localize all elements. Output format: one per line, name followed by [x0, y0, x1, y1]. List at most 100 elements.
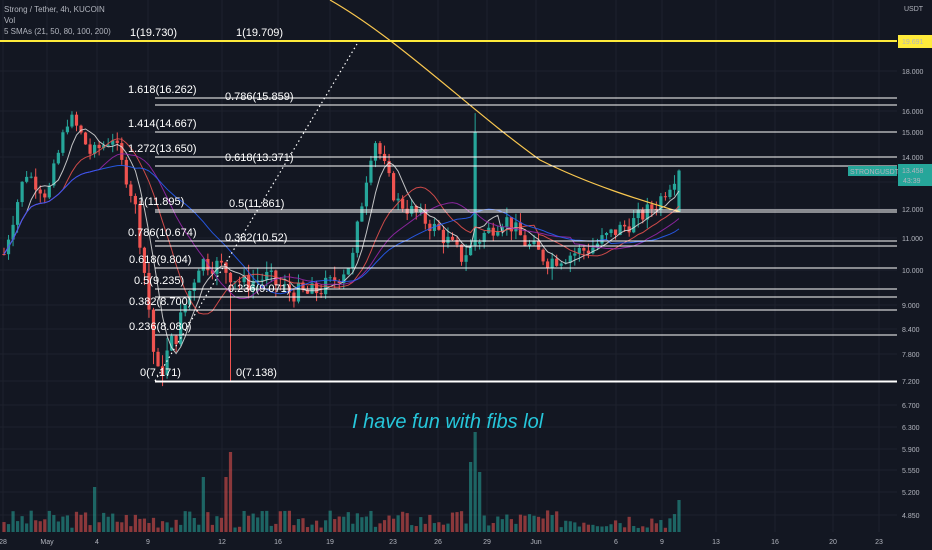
candle-body	[532, 241, 536, 245]
candle-body	[387, 160, 391, 174]
volume-bar	[188, 511, 192, 532]
volume-bar	[595, 526, 600, 532]
volume-bar	[355, 513, 359, 532]
candle-body	[247, 275, 251, 291]
candle-body	[47, 185, 51, 198]
volume-bar	[473, 432, 477, 532]
candle-body	[183, 304, 187, 313]
volume-bar	[301, 518, 305, 532]
candle-body	[160, 366, 165, 376]
candle-body	[278, 285, 282, 287]
volume-bar	[514, 523, 518, 532]
date-tick-label: Jun	[530, 539, 541, 546]
candle-body	[672, 183, 677, 190]
candle-body	[432, 223, 436, 232]
volume-bar	[469, 462, 473, 532]
volume-bar	[645, 527, 649, 532]
candle-body	[668, 189, 672, 198]
volume-bar	[215, 516, 219, 532]
fib-label-right: 0.618(13.371)	[225, 152, 294, 164]
volume-indicator-label[interactable]: Vol	[4, 16, 16, 25]
volume-bar	[237, 526, 242, 532]
candle-body	[473, 132, 477, 246]
volume-bar	[491, 522, 495, 532]
candle-body	[56, 152, 60, 164]
candle-body	[88, 144, 92, 154]
volume-bar	[410, 525, 414, 532]
volume-bar	[360, 517, 364, 532]
candle-body	[482, 232, 486, 242]
symbol-title[interactable]: Strong / Tether, 4h, KUCOIN	[4, 5, 105, 14]
volume-bar	[555, 511, 559, 532]
candle-body	[97, 144, 101, 149]
candle-body	[491, 227, 495, 236]
volume-bar	[509, 519, 513, 532]
price-tick-label: 16.000	[902, 109, 924, 116]
volume-bar	[391, 518, 396, 532]
candle-body	[441, 229, 446, 244]
volume-bar	[482, 515, 486, 532]
fib-label-left: 0.786(10.674)	[128, 227, 197, 239]
candle-body	[151, 309, 156, 352]
volume-bar	[165, 522, 169, 532]
candle-body	[414, 205, 418, 213]
candle-body	[15, 202, 20, 225]
date-tick-label: 20	[829, 539, 837, 546]
volume-bar	[25, 523, 29, 532]
candle-body	[600, 235, 604, 244]
candle-body	[328, 277, 332, 279]
candle-body	[337, 281, 341, 284]
volume-bar	[455, 512, 459, 532]
date-tick-label: May	[40, 539, 54, 546]
volume-bar	[532, 515, 536, 532]
volume-bar	[265, 510, 269, 532]
candle-body	[251, 280, 255, 291]
candle-body	[111, 140, 115, 145]
volume-bar	[197, 524, 201, 532]
volume-bar	[636, 527, 640, 532]
volume-bar	[654, 523, 658, 532]
volume-bar	[641, 526, 645, 532]
volume-bar	[88, 525, 92, 532]
candle-body	[364, 182, 369, 207]
fib-label-right: 0.382(10.52)	[225, 232, 287, 244]
volume-bar	[650, 518, 654, 532]
candle-body	[43, 193, 47, 198]
volume-bar	[70, 527, 74, 532]
candle-body	[133, 195, 137, 205]
volume-bar	[487, 525, 491, 532]
candle-body	[518, 222, 523, 236]
sma-50-line	[3, 138, 680, 315]
price-axis[interactable]	[897, 0, 932, 550]
volume-bar	[93, 487, 97, 532]
volume-bar	[450, 512, 455, 532]
candle-body	[138, 204, 142, 248]
volume-bar	[663, 527, 668, 532]
volume-bar	[523, 515, 527, 532]
volume-bar	[496, 516, 500, 532]
price-tick-label: 5.900	[902, 447, 920, 454]
date-tick-label: 23	[875, 539, 883, 546]
candle-body	[496, 231, 500, 236]
candle-body	[428, 223, 432, 232]
volume-bar	[138, 518, 142, 532]
candle-body	[65, 126, 70, 133]
volume-bar	[52, 515, 56, 532]
price-tick-label: 12.000	[902, 207, 924, 214]
volume-bar	[15, 521, 20, 532]
price-axis-unit: USDT	[904, 6, 924, 13]
volume-bar	[387, 515, 391, 532]
volume-bar	[623, 527, 627, 532]
sma-indicator-label[interactable]: 5 SMAs (21, 50, 80, 100, 200)	[4, 27, 111, 36]
candle-body	[346, 267, 350, 275]
candle-body	[256, 280, 260, 282]
volume-bar	[2, 522, 6, 532]
volume-bar	[274, 523, 278, 532]
candle-body	[437, 223, 441, 230]
volume-bar	[228, 452, 233, 532]
candle-body	[546, 261, 550, 269]
time-axis[interactable]	[0, 532, 897, 550]
volume-bar	[79, 514, 83, 532]
volume-bar	[464, 523, 468, 532]
